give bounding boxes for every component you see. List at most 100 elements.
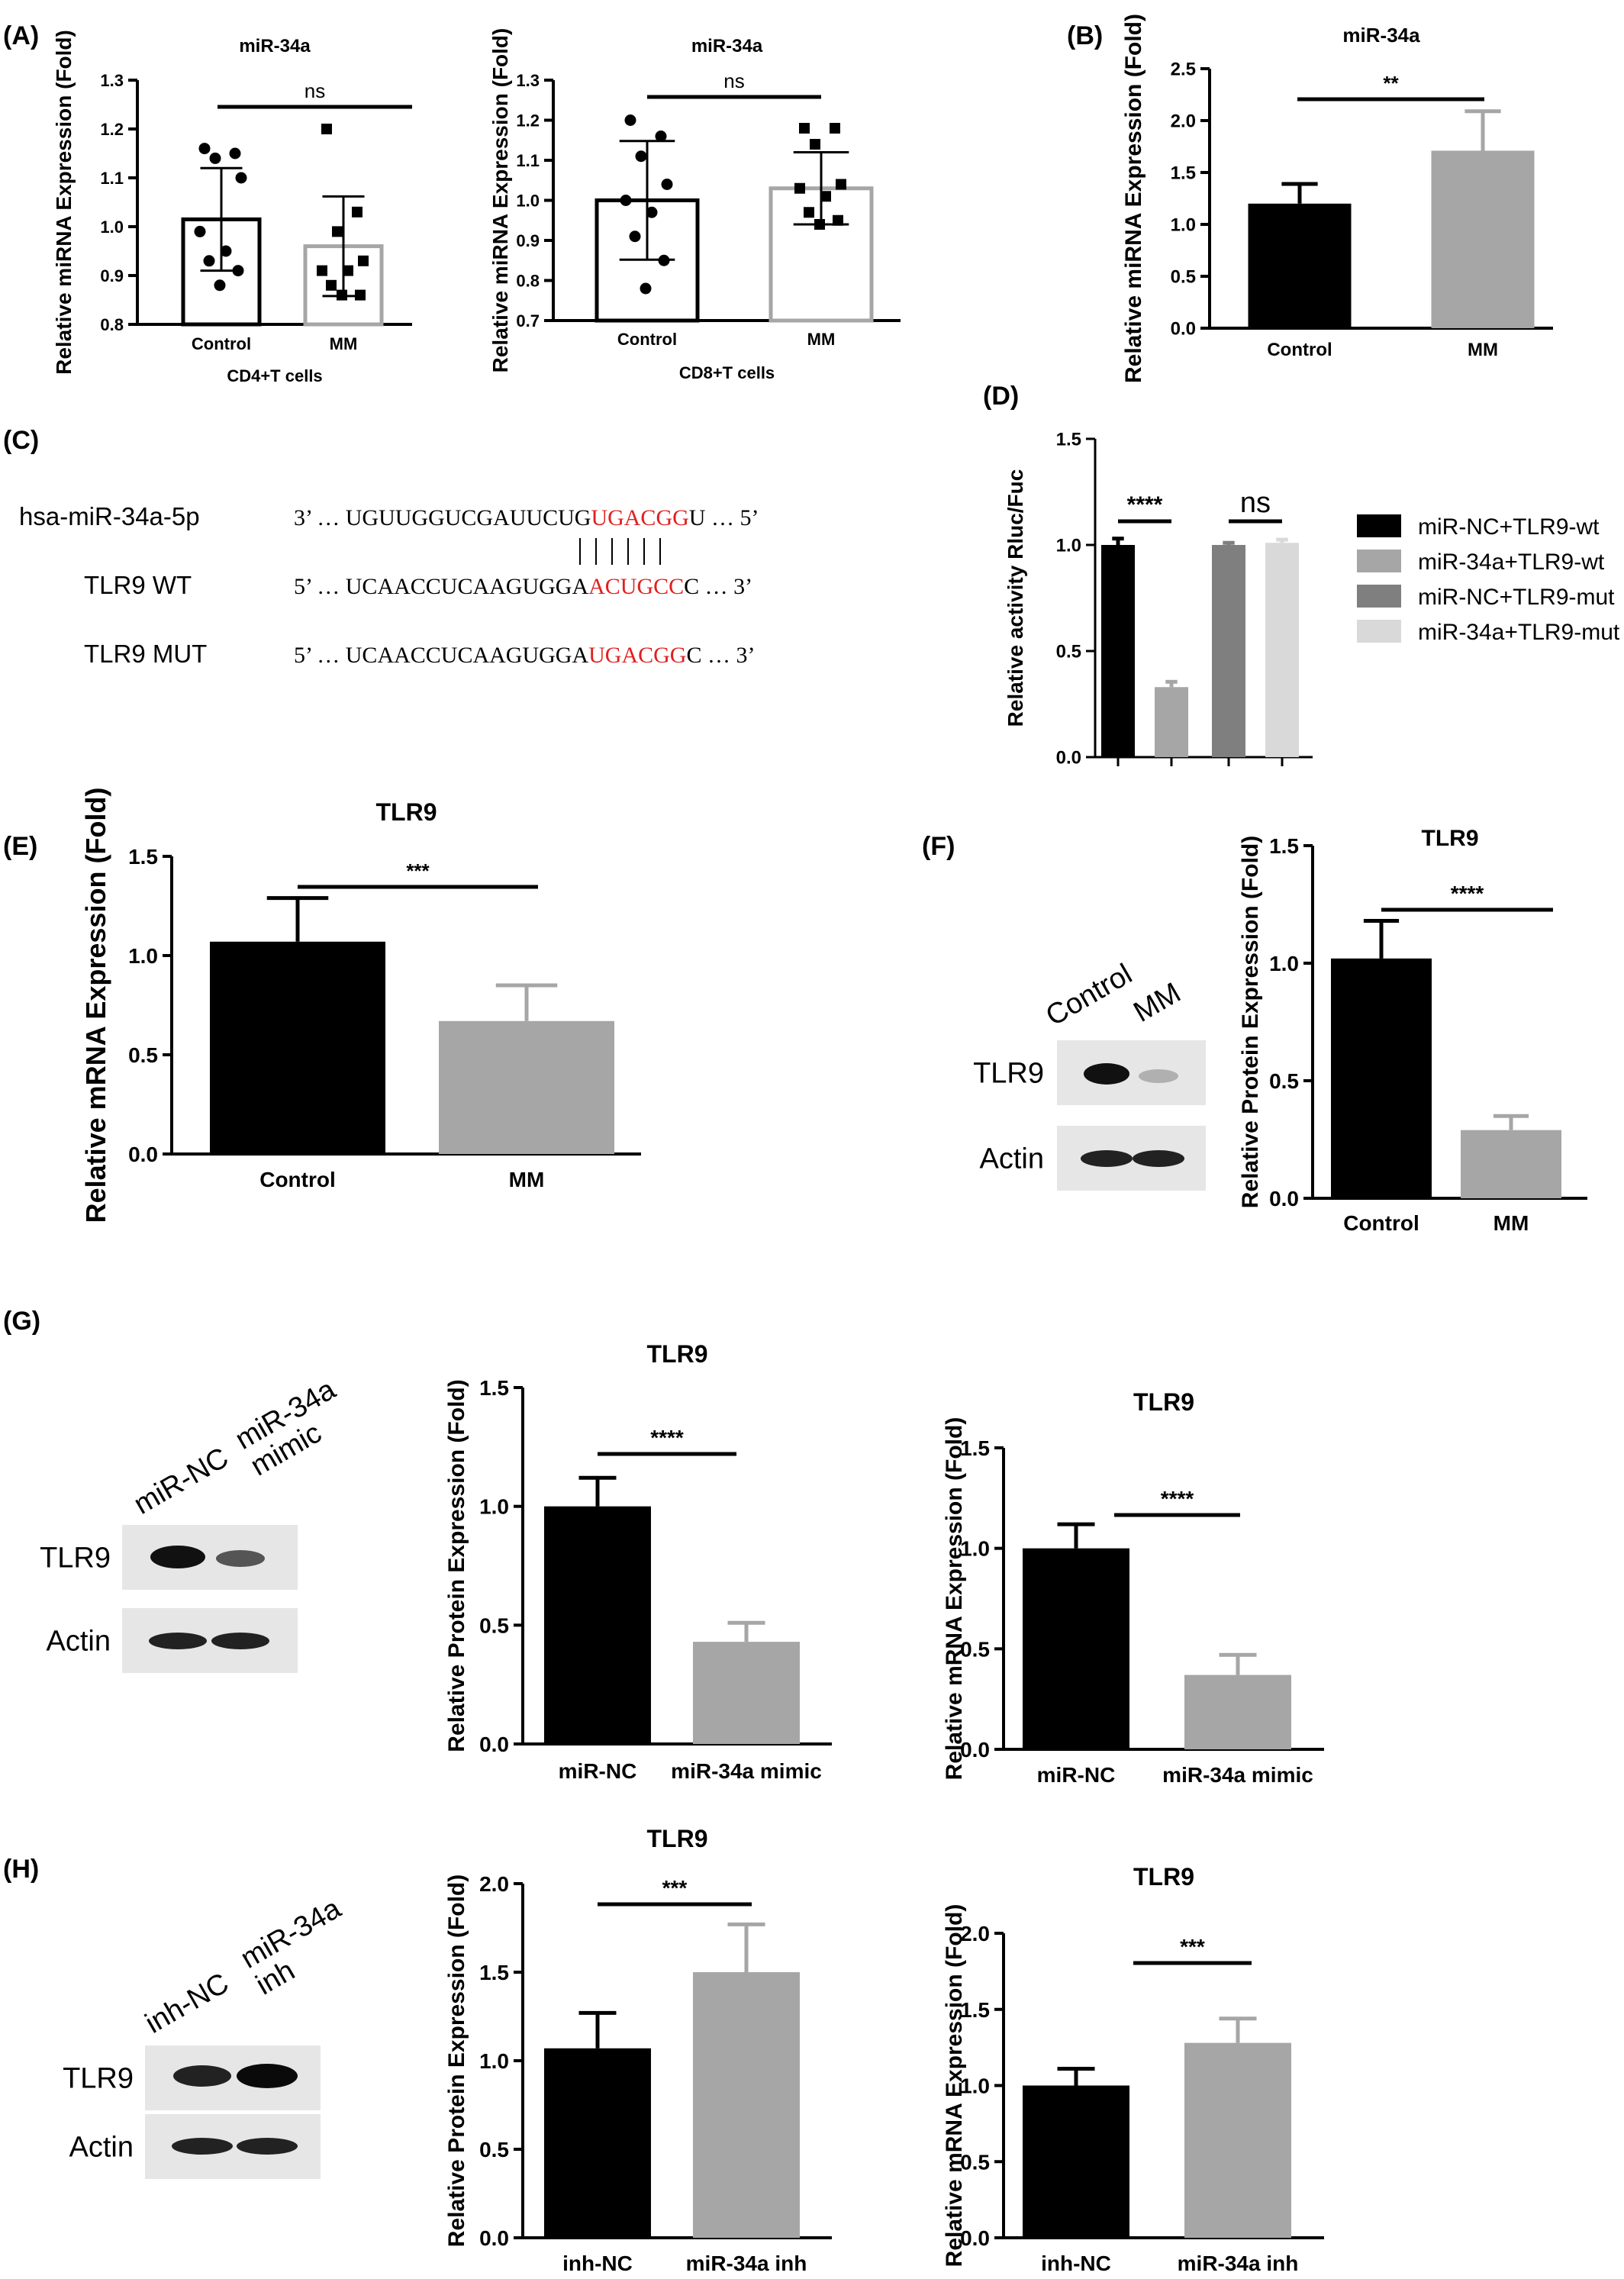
data-point <box>830 123 840 134</box>
blot-band <box>1139 1069 1178 1083</box>
blot-lane-label: miR-NC <box>129 1442 234 1521</box>
category-label: miR-34a mimic <box>1162 1763 1313 1787</box>
category-label: MM <box>1468 340 1498 360</box>
blot-band <box>149 1633 207 1649</box>
y-tick-label: 1.5 <box>1171 163 1196 184</box>
legend-label: miR-NC+TLR9-wt <box>1418 514 1600 540</box>
y-axis-label: Relative Protein Expression (Fold) <box>444 1379 469 1752</box>
chart-title: TLR9 <box>1422 826 1479 851</box>
category-label: Control <box>617 330 677 349</box>
significance-label: **** <box>1161 1487 1194 1510</box>
y-tick-label: 1.1 <box>516 151 540 170</box>
y-tick-label: 1.0 <box>100 218 124 237</box>
chart-title: TLR9 <box>1133 1388 1194 1416</box>
data-point <box>358 255 369 266</box>
y-tick-label: 0.0 <box>128 1143 158 1166</box>
significance-label: ns <box>304 79 325 102</box>
y-tick-label: 0.9 <box>516 231 540 250</box>
category-label: Control <box>1343 1211 1419 1235</box>
y-tick-label: 1.1 <box>100 169 124 188</box>
data-point <box>198 143 211 155</box>
y-tick-label: 1.0 <box>1056 536 1081 556</box>
data-point <box>220 245 232 257</box>
chart-title: TLR9 <box>376 798 437 826</box>
chart-d: 0.0 0.5 1.0 1.5 Relative activity Rluc/Fuc **… <box>1004 430 1313 769</box>
significance-label: ns <box>723 69 744 92</box>
blot-membrane-tlr9 <box>1057 1040 1206 1105</box>
panel-label-e: (E) <box>3 832 37 861</box>
data-point <box>203 255 215 267</box>
y-tick-label: 1.5 <box>1056 430 1081 450</box>
bar <box>1461 1130 1561 1198</box>
data-point <box>624 114 636 126</box>
y-tick-label: 2.0 <box>1171 111 1196 132</box>
x-axis-label: CD4+T cells <box>227 366 322 385</box>
significance-label: *** <box>1180 1935 1205 1958</box>
category-label: MM <box>807 330 836 349</box>
data-point <box>799 123 810 134</box>
y-axis-label: Relative miRNA Expression (Fold) <box>1121 14 1146 383</box>
data-point <box>836 179 846 190</box>
y-tick-label: 1.0 <box>516 191 540 210</box>
data-point <box>232 265 244 277</box>
category-label: inh-NC <box>562 2252 633 2275</box>
y-tick-label: 0.9 <box>100 266 124 285</box>
chart-title: TLR9 <box>1133 1863 1194 1891</box>
bar <box>1431 150 1535 328</box>
y-tick-label: 1.0 <box>960 2074 990 2098</box>
y-tick-label: 1.0 <box>960 1537 990 1561</box>
category-label: miR-34a mimic <box>671 1759 822 1783</box>
y-tick-label: 1.0 <box>1269 952 1299 975</box>
chart-title: miR-34a <box>1342 24 1420 47</box>
bar <box>1023 1548 1129 1749</box>
significance-label: **** <box>650 1426 684 1449</box>
y-tick-label: 2.0 <box>960 1922 990 1945</box>
data-point <box>343 265 353 276</box>
significance-label: ** <box>1383 72 1399 95</box>
y-tick-label: 0.0 <box>1171 319 1196 340</box>
data-point <box>814 219 825 230</box>
panel-label-d: (D) <box>983 382 1019 411</box>
blot-band <box>237 2064 298 2088</box>
bar <box>1184 1675 1291 1749</box>
y-tick-label: 1.0 <box>479 2049 509 2073</box>
sequence-name: TLR9 WT <box>84 571 192 599</box>
data-point <box>332 226 343 237</box>
data-point <box>321 124 332 134</box>
category-label: MM <box>330 334 358 353</box>
blot-row-label: TLR9 <box>63 2063 134 2095</box>
panel-label-h: (H) <box>3 1855 39 1884</box>
y-tick-label: 0.8 <box>516 271 540 290</box>
bar <box>693 1972 800 2238</box>
blot-lane-label: miR-34amimic <box>230 1373 357 1482</box>
y-tick-label: 0.5 <box>128 1043 158 1067</box>
bar <box>544 2048 651 2238</box>
y-tick-label: 0.5 <box>1269 1069 1299 1093</box>
y-tick-label: 0.0 <box>479 1733 509 1756</box>
y-axis-label: Relative miRNA Expression (Fold) <box>52 30 76 375</box>
data-point <box>820 191 831 202</box>
blot-lane-label: miR-34ainh <box>236 1892 362 2001</box>
y-tick-label: 0.0 <box>1056 748 1081 769</box>
category-label: Control <box>192 334 251 353</box>
category-label: Control <box>259 1168 336 1191</box>
chart-title: TLR9 <box>647 1340 708 1368</box>
data-point <box>810 139 820 150</box>
blot-band <box>237 2138 298 2155</box>
y-axis-label: Relative mRNA Expression (Fold) <box>80 788 111 1223</box>
y-tick-label: 1.0 <box>479 1495 509 1519</box>
bar <box>439 1020 614 1154</box>
category-label: miR-34a inh <box>1178 2252 1299 2275</box>
legend-swatch <box>1357 620 1401 643</box>
x-axis-label: CD8+T cells <box>679 363 775 382</box>
data-point <box>326 279 337 291</box>
data-point <box>804 207 814 218</box>
legend-swatch <box>1357 550 1401 572</box>
chart-e: TLR9 0.0 0.5 1.0 1.5 Relative mRNA Expression… <box>80 788 641 1223</box>
data-point <box>355 289 366 301</box>
blot-lane-label: Control <box>1041 958 1138 1033</box>
chart-title: miR-34a <box>691 36 763 56</box>
y-tick-label: 1.5 <box>128 845 158 869</box>
